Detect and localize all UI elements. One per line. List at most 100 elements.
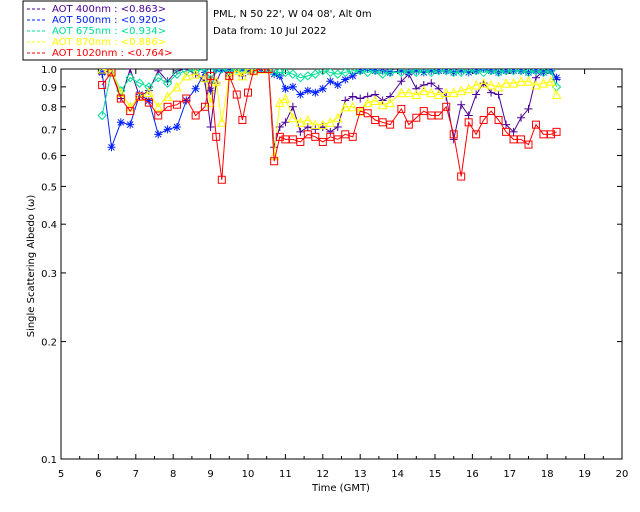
data-point — [310, 119, 321, 130]
data-point — [107, 69, 116, 77]
data-point — [396, 69, 407, 78]
data-point — [434, 111, 443, 120]
data-point — [333, 123, 342, 132]
data-point — [310, 69, 321, 79]
data-point — [404, 120, 413, 129]
data-point — [237, 70, 248, 81]
x-tick-label: 13 — [354, 469, 367, 480]
data-point — [181, 70, 192, 81]
data-point — [427, 69, 436, 75]
x-tick-label: 18 — [541, 469, 554, 480]
data-point — [418, 85, 429, 96]
data-point — [517, 113, 526, 122]
data-point — [288, 112, 298, 123]
data-point — [397, 69, 406, 75]
x-tick-label: 10 — [242, 469, 255, 480]
data-point — [464, 111, 473, 120]
data-point — [396, 87, 407, 98]
data-point — [348, 71, 357, 80]
data-point — [448, 69, 459, 78]
data-point — [217, 117, 227, 127]
data-point — [333, 69, 343, 79]
data-point — [98, 80, 107, 89]
data-point — [509, 127, 518, 136]
data-point — [426, 87, 437, 98]
data-point — [508, 69, 519, 76]
data-point — [449, 130, 458, 139]
data-point — [434, 69, 444, 76]
data-point — [517, 135, 526, 144]
data-point — [494, 115, 503, 124]
data-point — [508, 78, 519, 88]
legend-label: AOT 675nm : <0.934> — [52, 26, 166, 37]
data-point — [370, 69, 380, 76]
data-point — [288, 69, 298, 79]
data-point — [135, 90, 144, 99]
data-point — [370, 95, 380, 106]
data-point — [116, 118, 125, 127]
data-point — [191, 84, 200, 93]
data-point — [377, 69, 388, 79]
data-point — [153, 101, 164, 112]
data-point — [385, 69, 395, 78]
data-point — [280, 69, 291, 78]
legend-label: AOT 870nm : <0.886> — [52, 37, 166, 48]
data-point — [362, 69, 373, 78]
data-point — [523, 76, 534, 86]
legend: AOT 400nm : <0.863>AOT 500nm : <0.920>AO… — [22, 0, 208, 61]
data-point — [471, 79, 481, 90]
y-tick-label: 1.0 — [41, 65, 57, 76]
data-point — [244, 69, 252, 75]
x-tick-label: 6 — [95, 469, 101, 480]
data-point — [134, 78, 145, 88]
x-tick-label: 11 — [279, 469, 292, 480]
data-point — [412, 113, 421, 122]
x-tick-label: 19 — [578, 469, 591, 480]
data-point — [538, 78, 549, 88]
y-tick-label: 0.1 — [41, 455, 57, 466]
data-point — [524, 104, 533, 113]
data-point — [486, 79, 496, 90]
data-point — [404, 69, 414, 76]
data-point — [217, 69, 227, 74]
data-point — [441, 69, 451, 76]
data-point — [163, 102, 172, 111]
data-point — [419, 107, 428, 116]
legend-label: AOT 1020nm : <0.764> — [52, 48, 172, 59]
x-tick-label: 7 — [133, 469, 139, 480]
y-tick-label: 0.5 — [41, 182, 57, 193]
data-point — [135, 92, 144, 101]
data-point — [502, 127, 511, 136]
data-point — [172, 100, 181, 109]
data-point — [231, 69, 242, 76]
x-tick-label: 16 — [466, 469, 479, 480]
data-point — [442, 102, 451, 111]
y-axis-label: Single Scattering Albedo (ω) — [26, 195, 37, 338]
data-point — [162, 78, 173, 88]
data-point — [326, 127, 335, 136]
data-point — [551, 89, 562, 100]
data-point — [448, 87, 459, 98]
data-point — [144, 82, 154, 92]
data-point — [457, 100, 466, 109]
y-tick-label: 0.6 — [41, 152, 57, 163]
data-point — [270, 70, 279, 79]
data-point — [348, 132, 357, 141]
data-point — [531, 120, 540, 129]
data-point — [257, 69, 266, 73]
data-point — [126, 120, 135, 129]
data-point — [501, 69, 511, 76]
data-point — [126, 107, 135, 116]
data-point — [125, 72, 135, 83]
data-point — [206, 86, 215, 95]
x-tick-label: 15 — [429, 469, 442, 480]
data-point — [225, 71, 234, 80]
data-point — [126, 69, 135, 73]
data-point — [501, 78, 511, 88]
data-point — [303, 86, 312, 95]
x-tick-label: 20 — [616, 469, 629, 480]
x-tick-label: 9 — [207, 469, 213, 480]
data-point — [288, 82, 297, 91]
